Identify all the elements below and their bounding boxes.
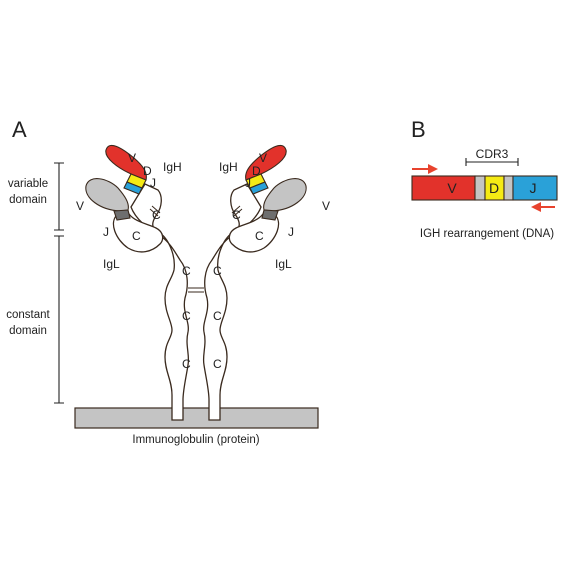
right-light-j-region (261, 209, 279, 221)
left-heavy-v-region (105, 144, 147, 181)
left-heavy-chain (130, 183, 190, 421)
left-heavy-c3-label: C (182, 309, 191, 323)
right-igl-label: IgL (275, 257, 292, 271)
left-heavy-j-region (123, 181, 143, 195)
left-light-c-label: C (132, 229, 141, 243)
gene-junction-right (503, 175, 514, 201)
right-heavy-c1-label: C (232, 208, 241, 222)
left-heavy-c2-label: C (182, 264, 191, 278)
right-heavy-d-label: D (252, 164, 261, 178)
cdr3-label: CDR3 (476, 147, 509, 161)
right-light-v-label: V (322, 199, 330, 213)
variable-domain-label-line1: variable (8, 178, 48, 190)
panel-b-letter: B (411, 117, 426, 142)
panel-a-caption: Immunoglobulin (protein) (132, 434, 259, 446)
right-heavy-v-label: V (259, 151, 267, 165)
left-igh-label: IgH (163, 160, 182, 174)
gene-junction-left (474, 175, 486, 201)
right-heavy-j-region (249, 181, 269, 195)
left-light-j-label: J (103, 225, 109, 239)
constant-domain-label-line1: constant (6, 309, 50, 321)
gene-v-segment (411, 175, 476, 201)
left-heavy-c1-label: C (152, 208, 161, 222)
left-heavy-j-label: J (150, 176, 156, 190)
disulfide-bridge-right (231, 205, 243, 217)
left-light-chain (112, 213, 164, 253)
gene-v-label: V (447, 180, 457, 196)
panel-a-letter: A (12, 117, 27, 142)
right-heavy-j-label: J (245, 176, 251, 190)
left-heavy-c4-label: C (182, 357, 191, 371)
left-light-j-region (113, 209, 131, 221)
right-heavy-chain (202, 183, 262, 421)
left-igl-label: IgL (103, 257, 120, 271)
right-light-v-region (263, 178, 307, 212)
left-heavy-v-label: V (128, 151, 136, 165)
left-heavy-d-label: D (143, 164, 152, 178)
gene-j-segment (512, 175, 558, 201)
gene-j-label: J (530, 180, 537, 196)
cell-membrane (74, 407, 319, 429)
panel-b-caption: IGH rearrangement (DNA) (420, 228, 554, 240)
left-light-v-region (85, 178, 129, 212)
right-light-j-label: J (288, 225, 294, 239)
constant-domain-bracket (54, 235, 64, 404)
variable-domain-bracket (54, 162, 64, 231)
disulfide-bridge-left (149, 205, 161, 217)
right-heavy-v-region (245, 144, 287, 181)
disulfide-bridge-hinge (188, 287, 204, 293)
constant-domain-label-line2: domain (9, 325, 47, 337)
gene-d-label: D (489, 180, 499, 196)
right-heavy-c3-label: C (213, 309, 222, 323)
cdr3-bracket (465, 158, 519, 166)
right-light-c-label: C (255, 229, 264, 243)
left-light-v-label: V (76, 199, 84, 213)
right-light-chain (228, 213, 280, 253)
right-igh-label: IgH (219, 160, 238, 174)
right-heavy-c4-label: C (213, 357, 222, 371)
right-heavy-c2-label: C (213, 264, 222, 278)
variable-domain-label-line2: domain (9, 194, 47, 206)
